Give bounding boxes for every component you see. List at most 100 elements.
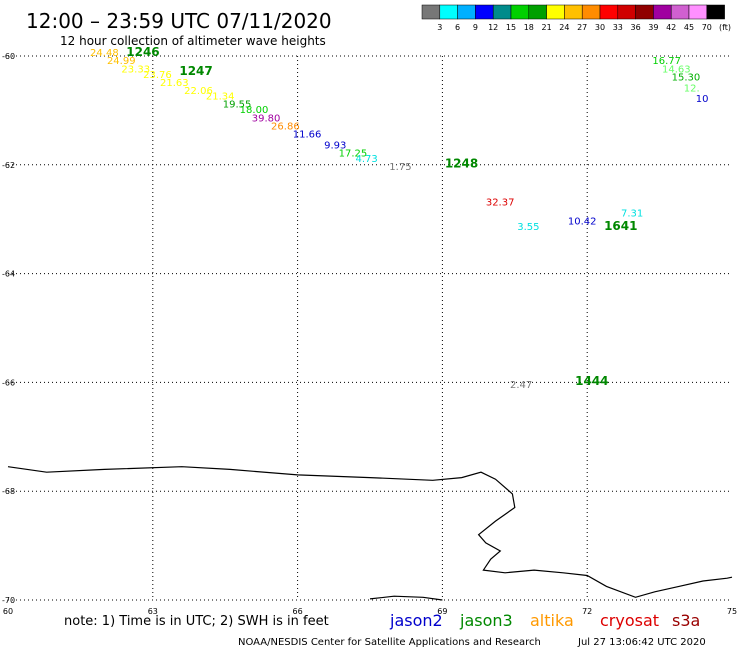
data-point-label: 19.55 bbox=[223, 100, 252, 111]
legend-color-box bbox=[706, 4, 725, 20]
footer-timestamp: Jul 27 13:06:42 UTC 2020 bbox=[577, 637, 706, 648]
legend-scale-label: 24 bbox=[559, 23, 569, 32]
footer-note: note: 1) Time is in UTC; 2) SWH is in fe… bbox=[64, 614, 329, 629]
data-point-label: 11.66 bbox=[293, 130, 322, 141]
satellite-legend-jason3: jason3 bbox=[459, 611, 513, 630]
legend-color-box bbox=[688, 4, 708, 20]
footer-credit: NOAA/NESDIS Center for Satellite Applica… bbox=[238, 637, 541, 648]
data-point-label: 12. bbox=[684, 83, 700, 94]
data-points: 24.4824.9923.3323.7621.6322.0621.3419.55… bbox=[90, 48, 708, 391]
data-point-label: 10.42 bbox=[568, 217, 597, 228]
satellite-legend-altika: altika bbox=[530, 611, 574, 630]
legend-color-box bbox=[421, 4, 441, 20]
satellite-legend-jason2: jason2 bbox=[389, 611, 443, 630]
data-point-label: 16.77 bbox=[652, 56, 681, 67]
x-tick-label: 63 bbox=[148, 607, 158, 616]
legend-unit-label: (ft) bbox=[719, 23, 731, 32]
coastline bbox=[7, 466, 733, 601]
y-tick-label: -66 bbox=[2, 378, 15, 387]
legend-scale-label: 18 bbox=[524, 23, 534, 32]
chart-title: 12:00 – 23:59 UTC 07/11/2020 bbox=[26, 9, 332, 33]
data-point-label: 23.33 bbox=[121, 64, 150, 75]
chart-subtitle: 12 hour collection of altimeter wave hei… bbox=[60, 34, 326, 48]
legend-color-box bbox=[670, 4, 690, 20]
pass-number-label: 1247 bbox=[179, 64, 212, 78]
legend-scale-label: 27 bbox=[577, 23, 587, 32]
data-point-label: 9.93 bbox=[324, 140, 346, 151]
y-tick-label: -68 bbox=[2, 487, 15, 496]
data-point-label: 32.37 bbox=[486, 198, 515, 209]
data-point-label: 21.34 bbox=[206, 92, 235, 103]
satellite-legend-s3a: s3a bbox=[672, 611, 700, 630]
legend-color-box bbox=[546, 4, 565, 20]
data-point-label: 24.48 bbox=[90, 48, 119, 59]
data-point-label: 22.06 bbox=[184, 86, 213, 97]
y-tick-labels: -60 -62 -64 -66 -68 -70 bbox=[2, 52, 15, 605]
legend-color-box bbox=[528, 4, 547, 20]
pass-labels: 1246 1247 1248 1641 1444 bbox=[126, 45, 637, 388]
legend-color-box bbox=[581, 4, 601, 20]
y-tick-label: -62 bbox=[2, 161, 15, 170]
legend-scale-label: 39 bbox=[648, 23, 658, 32]
plot-area bbox=[8, 56, 732, 600]
footer: note: 1) Time is in UTC; 2) SWH is in fe… bbox=[64, 611, 706, 648]
y-tick-label: -64 bbox=[2, 270, 15, 279]
legend-scale-label: 36 bbox=[631, 23, 641, 32]
data-point-label: 7.31 bbox=[621, 208, 643, 219]
legend-scale-label: 33 bbox=[613, 23, 623, 32]
data-point-label: 3.55 bbox=[517, 222, 539, 233]
legend-scale-label: 12 bbox=[488, 23, 498, 32]
data-point-label: 26.86 bbox=[271, 121, 300, 132]
coastline-main bbox=[7, 466, 733, 598]
legend-color-box bbox=[457, 4, 476, 20]
data-point-label: 39.80 bbox=[252, 113, 281, 124]
legend-scale-label: 42 bbox=[666, 23, 676, 32]
pass-number-label: 1444 bbox=[575, 374, 608, 388]
legend-color-box bbox=[599, 4, 619, 20]
legend-color-box bbox=[635, 4, 654, 20]
legend-color-box bbox=[510, 4, 530, 20]
y-tick-label: -70 bbox=[2, 596, 15, 605]
legend-scale-label: 30 bbox=[595, 23, 605, 32]
legend-scale-label: 3 bbox=[437, 23, 442, 32]
satellite-legend: jason2 jason3 altika cryosat s3a bbox=[389, 611, 700, 630]
legend-scale-label: 45 bbox=[684, 23, 694, 32]
legend-color-box bbox=[439, 4, 458, 20]
plot-background bbox=[8, 56, 732, 600]
legend-color-box bbox=[475, 4, 494, 20]
legend-scale-label: 70 bbox=[702, 23, 712, 32]
legend-scale: 3 6 9 12 15 18 21 24 27 30 33 36 39 42 45 70 (ft) bbox=[421, 4, 731, 32]
x-tick-label: 60 bbox=[3, 607, 13, 616]
legend-scale-label: 6 bbox=[455, 23, 460, 32]
data-point-label: 15.30 bbox=[672, 72, 701, 83]
x-tick-label: 72 bbox=[582, 607, 592, 616]
coastline-south bbox=[369, 595, 443, 601]
x-tick-labels: 60 63 66 69 72 75 bbox=[3, 607, 737, 616]
pass-number-label: 1246 bbox=[126, 45, 159, 59]
x-tick-label: 69 bbox=[437, 607, 447, 616]
legend-color-box bbox=[492, 4, 512, 20]
x-tick-label: 66 bbox=[293, 607, 303, 616]
legend-scale-label: 15 bbox=[506, 23, 516, 32]
legend-color-box bbox=[653, 4, 672, 20]
data-point-label: 2.47 bbox=[510, 380, 532, 391]
y-tick-label: -60 bbox=[2, 52, 15, 61]
header-group: 12:00 – 23:59 UTC 07/11/2020 12 hour col… bbox=[26, 9, 332, 48]
pass-number-label: 1248 bbox=[445, 157, 478, 171]
data-point-label: 23.76 bbox=[143, 70, 172, 81]
data-point-label: 17.25 bbox=[339, 149, 368, 160]
data-point-label: 21.63 bbox=[160, 78, 189, 89]
legend-color-box bbox=[564, 4, 583, 20]
data-point-label: 14.63 bbox=[662, 64, 691, 75]
data-point-label: 10 bbox=[696, 94, 709, 105]
data-point-label: 1.75 bbox=[389, 162, 411, 173]
data-point-label: 4.73 bbox=[356, 154, 378, 165]
pass-number-label: 1641 bbox=[604, 219, 637, 233]
grid bbox=[8, 55, 732, 601]
legend-scale-label: 21 bbox=[542, 23, 552, 32]
satellite-legend-cryosat: cryosat bbox=[600, 611, 659, 630]
x-tick-label: 75 bbox=[727, 607, 737, 616]
legend-color-box bbox=[617, 4, 636, 20]
